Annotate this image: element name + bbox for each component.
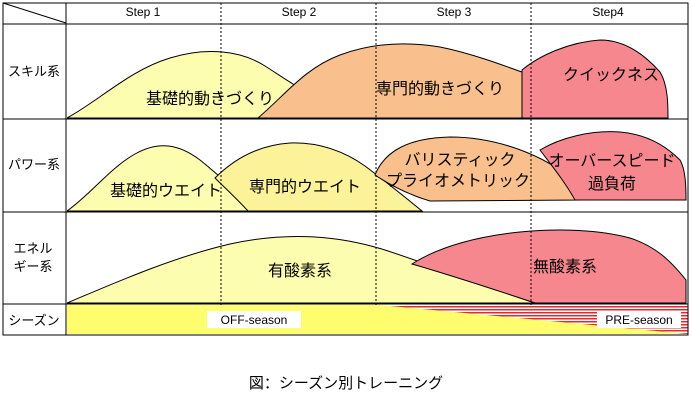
phase-specific-weight-label: 専門的ウエイト bbox=[249, 177, 361, 196]
step-4-label: Step4 bbox=[592, 5, 624, 19]
phase-specific-movement-label: 専門的動きづくり bbox=[376, 79, 504, 98]
phase-basic-weight-label: 基礎的ウエイト bbox=[110, 181, 222, 200]
figure-caption: 図：シーズン別トレーニング bbox=[248, 374, 444, 392]
pre-season-label-box bbox=[597, 311, 681, 328]
row-energy: 有酸素系 無酸素系 bbox=[67, 229, 687, 304]
step-1-label: Step 1 bbox=[126, 5, 161, 19]
phase-specific-weight bbox=[214, 142, 424, 212]
row-label-energy-line-1: エネル bbox=[13, 242, 52, 257]
grid bbox=[2, 2, 689, 336]
step-header: Step 1 Step 2 Step 3 Step4 bbox=[2, 2, 624, 24]
row-label-energy-line-2: ギー系 bbox=[13, 260, 52, 275]
row-season: OFF-season PRE-season bbox=[67, 305, 688, 334]
off-season-label: OFF-season bbox=[221, 313, 288, 327]
phase-anaerobic bbox=[410, 229, 687, 304]
row-label-power: パワー系 bbox=[8, 158, 60, 173]
phase-overspeed-overload bbox=[539, 131, 687, 201]
row-label-skill: スキル系 bbox=[8, 65, 60, 80]
step-3-label: Step 3 bbox=[437, 5, 472, 19]
phase-overload-label: 過負荷 bbox=[588, 174, 636, 193]
phase-ballistic-label: バリスティック bbox=[404, 150, 515, 169]
row-label-season: シーズン bbox=[8, 313, 59, 329]
step-2-label: Step 2 bbox=[282, 5, 317, 19]
phase-aerobic-label: 有酸素系 bbox=[268, 261, 332, 280]
pre-season-label: PRE-season bbox=[605, 313, 672, 327]
phase-basic-movement-label: 基礎的動きづくり bbox=[146, 89, 274, 108]
row-skill: 基礎的動きづくり 専門的動きづくり クイックネス bbox=[67, 39, 669, 119]
phase-plyometric-label: プライオメトリック bbox=[386, 171, 530, 190]
phase-anaerobic-label: 無酸素系 bbox=[533, 257, 597, 276]
outer-border bbox=[2, 2, 689, 336]
off-season-label-box bbox=[207, 311, 301, 328]
row-labels: スキル系 パワー系 エネル ギー系 シーズン bbox=[8, 65, 60, 329]
phase-quickness bbox=[521, 39, 669, 119]
corner-diagonal bbox=[2, 2, 67, 24]
phase-quickness-label: クイックネス bbox=[563, 65, 659, 84]
phase-overspeed-label: オーバースピード bbox=[548, 151, 675, 170]
